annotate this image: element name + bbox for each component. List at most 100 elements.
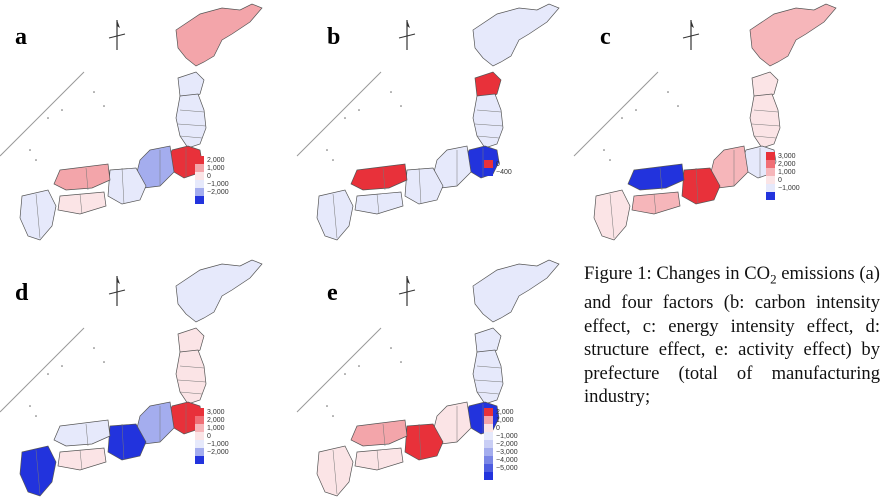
island-dot bbox=[400, 105, 402, 107]
legend-row: 0 bbox=[484, 160, 512, 168]
caption-rest: emissions (a) and four factors (b: carbo… bbox=[584, 263, 880, 408]
map-panel-a: a 2,000 1,000 0 −1,000 −2,000 bbox=[0, 0, 290, 245]
island-dot bbox=[609, 159, 611, 161]
island-dot bbox=[61, 109, 63, 111]
legend-label: −2,000 bbox=[207, 188, 229, 196]
legend-row: −1,000 bbox=[484, 432, 518, 440]
island-dot bbox=[332, 415, 334, 417]
prefecture-region-kinki bbox=[404, 423, 444, 461]
island-dot bbox=[93, 91, 95, 93]
legend-row: 2,000 bbox=[195, 416, 229, 424]
caption-line1: Figure 1: Changes in CO bbox=[584, 263, 771, 284]
legend-row: 1,000 bbox=[766, 168, 800, 176]
island-dot bbox=[29, 405, 31, 407]
prefecture-region-hokkaido bbox=[749, 3, 837, 67]
prefecture-border bbox=[179, 109, 205, 113]
legend-row: −2,000 bbox=[195, 188, 229, 196]
legend-row: −2,000 bbox=[195, 448, 229, 456]
prefecture-region-chubu bbox=[135, 401, 175, 445]
prefecture-border bbox=[85, 167, 89, 191]
legend-label: −5,000 bbox=[496, 464, 518, 472]
legend-swatch bbox=[766, 192, 775, 200]
prefecture-border bbox=[79, 449, 83, 471]
legend-swatch bbox=[484, 160, 493, 168]
island-dot bbox=[635, 109, 637, 111]
legend-swatch bbox=[195, 164, 204, 172]
legend-swatch bbox=[195, 448, 204, 456]
prefecture-region-tohoku bbox=[175, 93, 207, 149]
prefecture-border bbox=[418, 423, 422, 461]
legend-label: −4,000 bbox=[496, 456, 518, 464]
legend-swatch bbox=[195, 424, 204, 432]
island-dot bbox=[358, 109, 360, 111]
prefecture-border bbox=[753, 135, 777, 139]
legend-swatch bbox=[766, 160, 775, 168]
legend-swatch bbox=[195, 440, 204, 448]
north-arrow-icon bbox=[108, 20, 126, 50]
north-arrow-icon bbox=[682, 20, 700, 50]
legend-label: 0 bbox=[207, 432, 211, 440]
legend-swatch bbox=[484, 424, 493, 432]
legend-row: −5,000 bbox=[484, 464, 518, 472]
prefecture-border bbox=[376, 449, 380, 471]
island-dot bbox=[621, 117, 623, 119]
legend-label: −400 bbox=[496, 168, 512, 176]
island-dot bbox=[326, 405, 328, 407]
legend-row bbox=[195, 456, 229, 464]
legend-row: 1,000 bbox=[195, 164, 229, 172]
prefecture-border bbox=[177, 123, 207, 127]
island-dot bbox=[103, 105, 105, 107]
legend-label: 2,000 bbox=[496, 408, 514, 416]
panel-label-a: a bbox=[15, 24, 27, 50]
legend-row: 2,000 bbox=[195, 156, 229, 164]
island-dot bbox=[35, 415, 37, 417]
prefecture-border bbox=[79, 193, 83, 215]
legend-row: −1,000 bbox=[766, 184, 800, 192]
prefecture-region-kinki bbox=[681, 167, 721, 205]
legend-swatch bbox=[195, 416, 204, 424]
legend-label: 3,000 bbox=[207, 408, 225, 416]
legend-swatch bbox=[484, 416, 493, 424]
north-arrow-icon bbox=[398, 20, 416, 50]
prefecture-border bbox=[753, 109, 779, 113]
prefecture-border bbox=[179, 391, 203, 395]
legend-row: 1,000 bbox=[195, 424, 229, 432]
legend-swatch bbox=[484, 464, 493, 472]
prefecture-region-shikoku bbox=[631, 191, 681, 215]
legend-label: −1,000 bbox=[778, 184, 800, 192]
legend-row: 3,000 bbox=[195, 408, 229, 416]
prefecture-region-kinki bbox=[404, 167, 444, 205]
prefecture-border bbox=[418, 167, 422, 205]
island-dot bbox=[667, 91, 669, 93]
prefecture-border bbox=[476, 135, 500, 139]
legend-row: −1,000 bbox=[195, 440, 229, 448]
prefecture-region-chugoku bbox=[627, 163, 685, 191]
legend-swatch bbox=[766, 184, 775, 192]
caption-subscript: 2 bbox=[770, 271, 777, 287]
legend-row bbox=[766, 192, 800, 200]
legend-label: 0 bbox=[778, 176, 782, 184]
legend-row: 2,000 bbox=[484, 408, 518, 416]
prefecture-region-shikoku bbox=[354, 191, 404, 215]
north-arrow-icon bbox=[398, 276, 416, 306]
prefecture-border bbox=[376, 193, 380, 215]
panel-label-e: e bbox=[327, 280, 338, 306]
legend-label: 2,000 bbox=[778, 160, 796, 168]
prefecture-border bbox=[121, 423, 125, 461]
prefecture-border bbox=[659, 167, 663, 191]
prefecture-border bbox=[474, 379, 504, 383]
island-dot bbox=[390, 347, 392, 349]
prefecture-region-hokkaido bbox=[175, 3, 263, 67]
inset-frame-line bbox=[573, 71, 659, 157]
prefecture-region-tohoku bbox=[472, 93, 504, 149]
legend-swatch bbox=[484, 432, 493, 440]
legend-label: 1,000 bbox=[496, 416, 514, 424]
legend-swatch bbox=[195, 180, 204, 188]
map-panel-c: c 3,000 2,000 1,000 0 −1,000 bbox=[573, 0, 864, 245]
prefecture-region-chugoku bbox=[350, 163, 408, 191]
prefecture-region-chugoku bbox=[53, 163, 111, 191]
map-panel-d: d 3,000 2,000 1,000 0 −1,000 −2,000 bbox=[0, 256, 290, 501]
island-dot bbox=[332, 159, 334, 161]
legend-row: 0 bbox=[484, 424, 518, 432]
island-dot bbox=[358, 365, 360, 367]
